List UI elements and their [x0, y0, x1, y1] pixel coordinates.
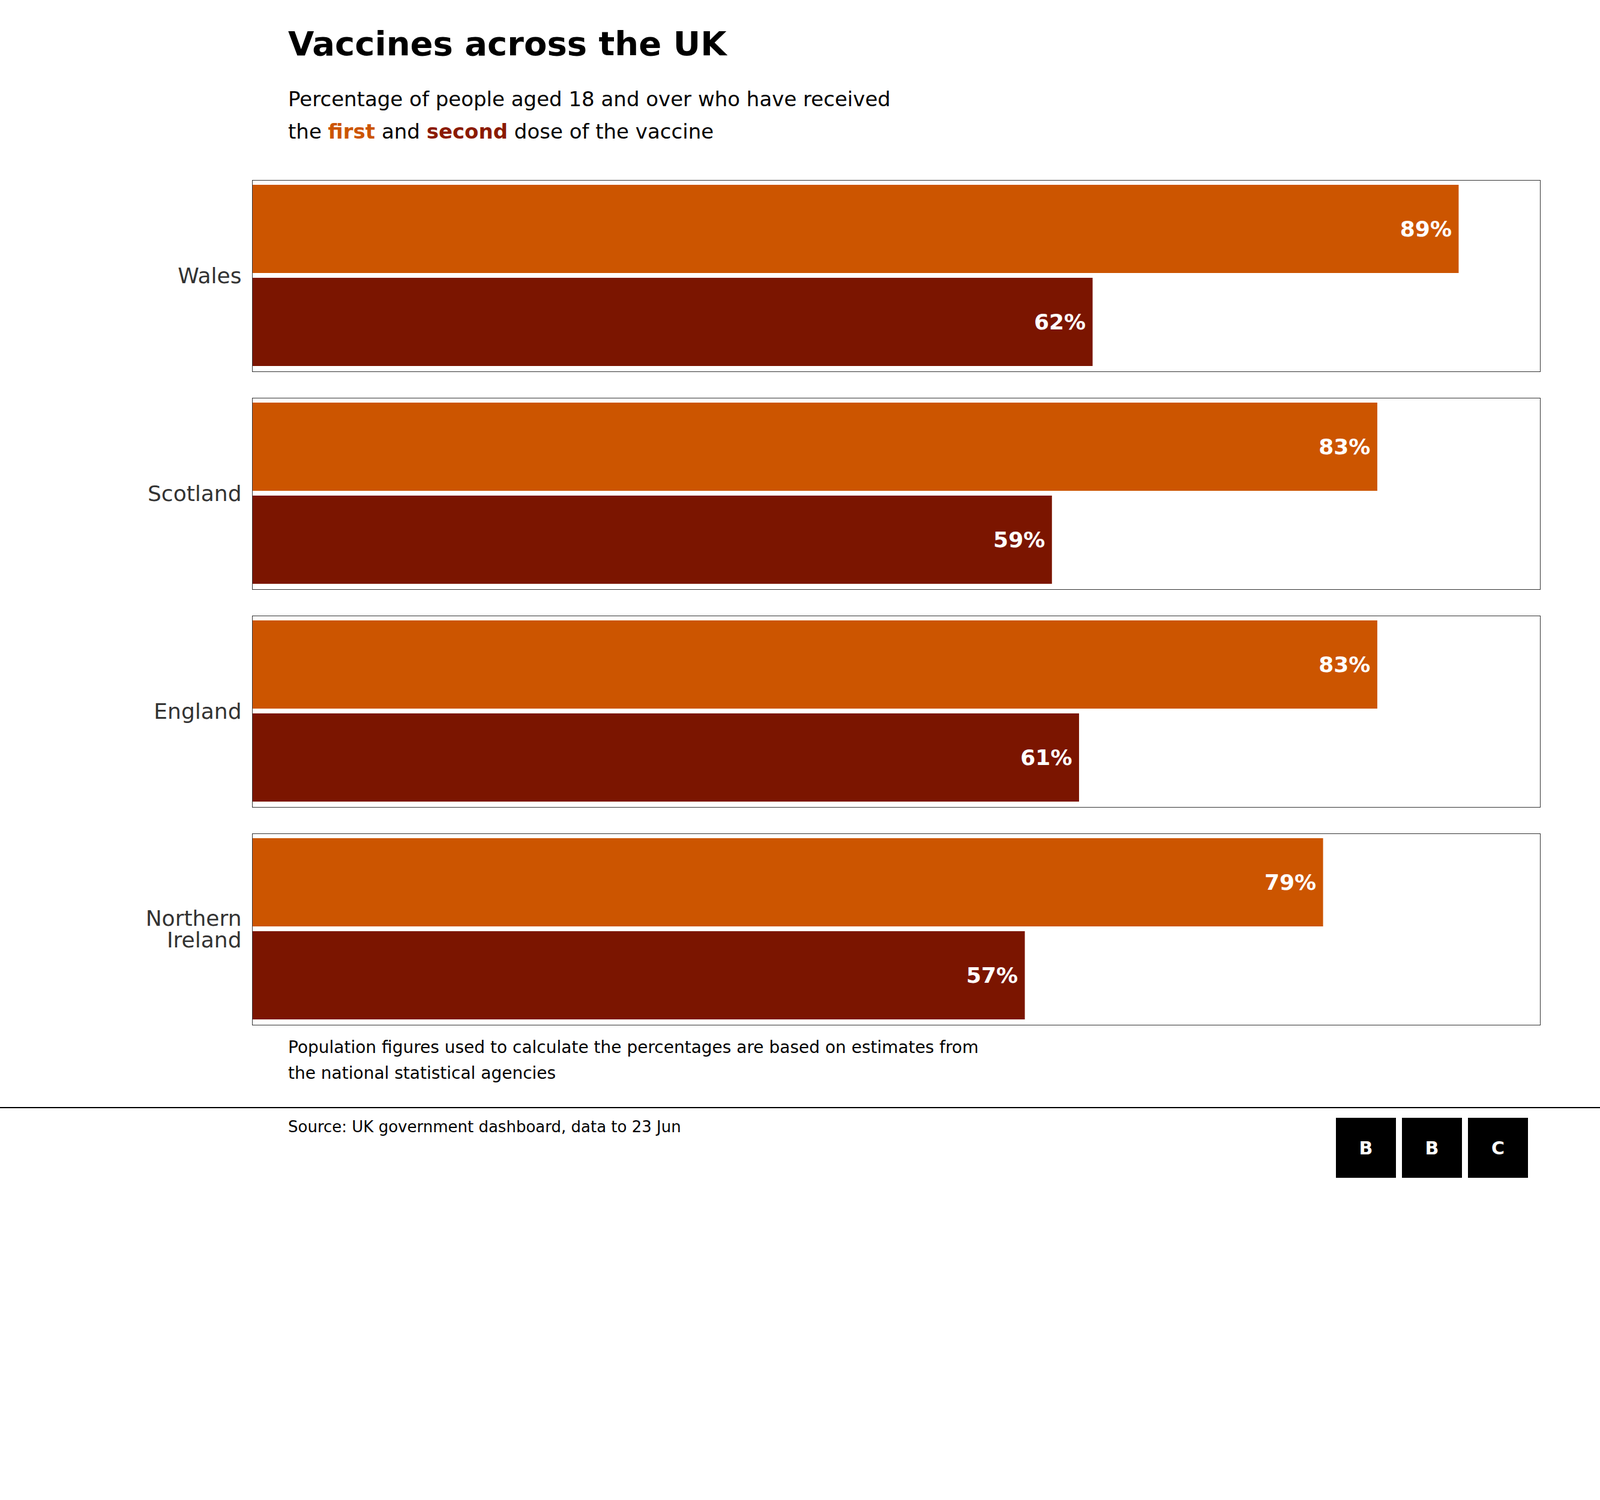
html-text:Source: UK government dashboar: Source: UK government dashboard, data to… [288, 1118, 681, 1137]
html-text:B: B [1359, 1137, 1373, 1159]
svg-text:62%: 62% [1034, 309, 1086, 335]
svg-text:83%: 83% [1318, 652, 1371, 677]
svg-text:Scotland: Scotland [147, 481, 242, 506]
svg-text:89%: 89% [1400, 216, 1452, 242]
svg-text:59%: 59% [993, 527, 1045, 553]
html-text:Percentage of people aged 18 a: Percentage of people aged 18 and over wh… [288, 87, 891, 112]
svg-text:83%: 83% [1318, 434, 1371, 460]
svg-text:England: England [153, 699, 242, 724]
html-text:the national statistical agenc: the national statistical agencies [288, 1063, 556, 1084]
svg-text:Wales: Wales [177, 263, 242, 289]
svg-text:79%: 79% [1264, 870, 1317, 895]
html-text:B: B [1425, 1137, 1439, 1159]
html-text:the first and second dose of t: the first and second dose of the vaccine [288, 119, 714, 144]
svg-text:57%: 57% [966, 963, 1018, 988]
svg-text:NorthernIreland: NorthernIreland [145, 906, 242, 953]
svg-text:61%: 61% [1020, 745, 1072, 770]
html-text:C: C [1491, 1137, 1505, 1159]
html-text:Vaccines across the UK: Vaccines across the UK [288, 24, 727, 64]
html-text:Population figures used to cal: Population figures used to calculate the… [288, 1037, 979, 1058]
